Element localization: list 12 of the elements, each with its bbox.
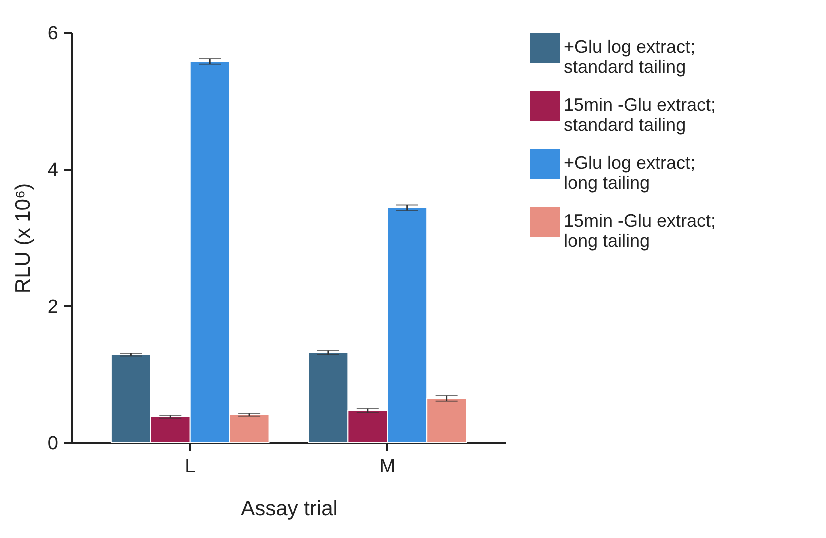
y-tick-label: 4 [48, 160, 59, 182]
legend-label: 15min -Glu extract; long tailing [564, 211, 716, 251]
x-tick-label: M [380, 456, 396, 478]
legend-label: 15min -Glu extract; standard tailing [564, 95, 716, 135]
legend-label: +Glu log extract; long tailing [564, 153, 696, 193]
y-axis-title: RLU (x 10⁶) [12, 183, 35, 294]
y-tick-label: 6 [48, 24, 58, 44]
y-tick-label: 2 [48, 296, 58, 318]
legend-label: +Glu log extract; standard tailing [564, 37, 696, 77]
x-axis-title: Assay trial [241, 498, 338, 520]
y-tick-label: 0 [48, 434, 58, 454]
x-tick-label: L [185, 456, 196, 478]
